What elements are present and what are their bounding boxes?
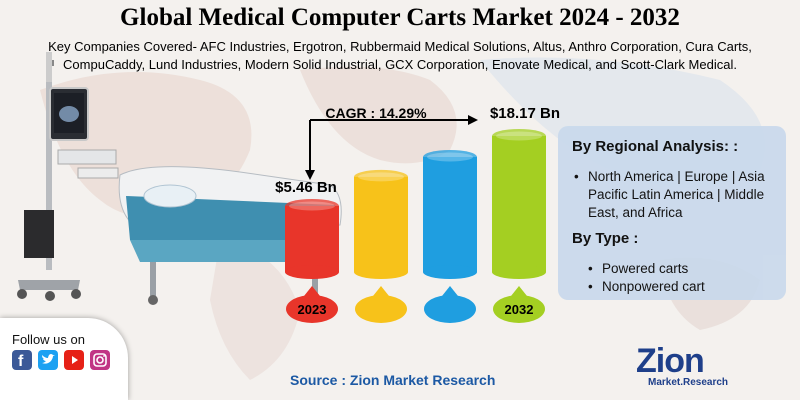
regional-heading: By Regional Analysis: :	[572, 138, 739, 155]
bar-top	[285, 199, 339, 213]
bar-top-highlight	[496, 131, 542, 141]
type-heading: By Type :	[572, 230, 639, 247]
category-pill-pointer	[373, 286, 389, 296]
bar	[285, 206, 339, 272]
type-item: Nonpowered cart	[586, 278, 776, 296]
bar-top-highlight	[358, 172, 404, 182]
cagr-arrow-down-head	[305, 170, 315, 180]
bar-base	[423, 265, 477, 279]
bar-top-highlight	[289, 201, 335, 211]
bar	[492, 136, 546, 272]
cagr-label: CAGR : 14.29%	[325, 105, 427, 121]
page-title: Global Medical Computer Carts Market 202…	[120, 4, 680, 31]
follow-us-label: Follow us on	[12, 332, 85, 347]
facebook-icon[interactable]: f	[12, 350, 32, 370]
category-pill-pointer	[304, 286, 320, 296]
category-pill	[286, 295, 338, 323]
category-label: 2023	[298, 302, 327, 317]
bar-base	[492, 265, 546, 279]
value-label: $5.46 Bn	[275, 179, 337, 196]
category-pill	[493, 295, 545, 323]
instagram-icon[interactable]	[90, 350, 110, 370]
type-item: Powered carts	[586, 260, 776, 278]
category-pill	[424, 295, 476, 323]
source-label: Source : Zion Market Research	[290, 372, 496, 388]
youtube-icon[interactable]	[64, 350, 84, 370]
category-pill-pointer	[511, 286, 527, 296]
bar	[354, 176, 408, 272]
bar-base	[285, 265, 339, 279]
info-panel: By Regional Analysis: : North America | …	[558, 126, 786, 300]
regional-list: North America | Europe | Asia Pacific La…	[572, 168, 777, 222]
zion-logo-subtext: Market.Research	[648, 377, 729, 388]
cagr-arrow-right-head	[468, 115, 478, 125]
bar-top-highlight	[427, 152, 473, 162]
svg-text:f: f	[18, 353, 24, 370]
value-label: $18.17 Bn	[490, 105, 560, 122]
bar-top	[423, 150, 477, 164]
bar-base	[354, 265, 408, 279]
zion-logo: Zion	[636, 342, 705, 380]
type-list: Powered carts Nonpowered cart	[586, 260, 776, 296]
regional-item: North America | Europe | Asia Pacific La…	[572, 168, 777, 222]
page-subtitle: Key Companies Covered- AFC Industries, E…	[48, 39, 752, 72]
bar	[423, 157, 477, 272]
category-pill	[355, 295, 407, 323]
bar-top	[492, 129, 546, 143]
bar-top	[354, 169, 408, 184]
category-pill-pointer	[442, 286, 458, 296]
category-label: 2032	[505, 302, 534, 317]
twitter-icon[interactable]	[38, 350, 58, 370]
